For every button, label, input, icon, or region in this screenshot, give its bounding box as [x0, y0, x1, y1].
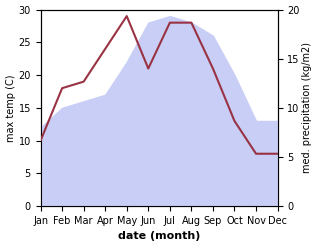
Y-axis label: max temp (C): max temp (C)	[5, 74, 16, 142]
X-axis label: date (month): date (month)	[118, 231, 200, 242]
Y-axis label: med. precipitation (kg/m2): med. precipitation (kg/m2)	[302, 42, 313, 173]
